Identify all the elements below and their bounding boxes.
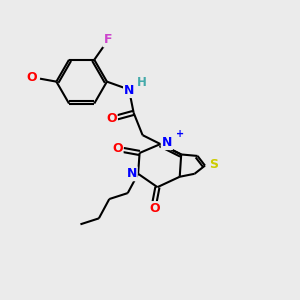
Text: O: O xyxy=(26,71,37,84)
Text: N: N xyxy=(124,84,134,97)
Text: O: O xyxy=(112,142,123,155)
Text: +: + xyxy=(176,129,184,139)
Text: N: N xyxy=(126,167,137,180)
Text: F: F xyxy=(103,33,112,46)
Text: H: H xyxy=(137,76,147,89)
Text: O: O xyxy=(106,112,117,125)
Text: N: N xyxy=(162,136,172,149)
Text: O: O xyxy=(149,202,160,215)
Text: S: S xyxy=(209,158,218,171)
